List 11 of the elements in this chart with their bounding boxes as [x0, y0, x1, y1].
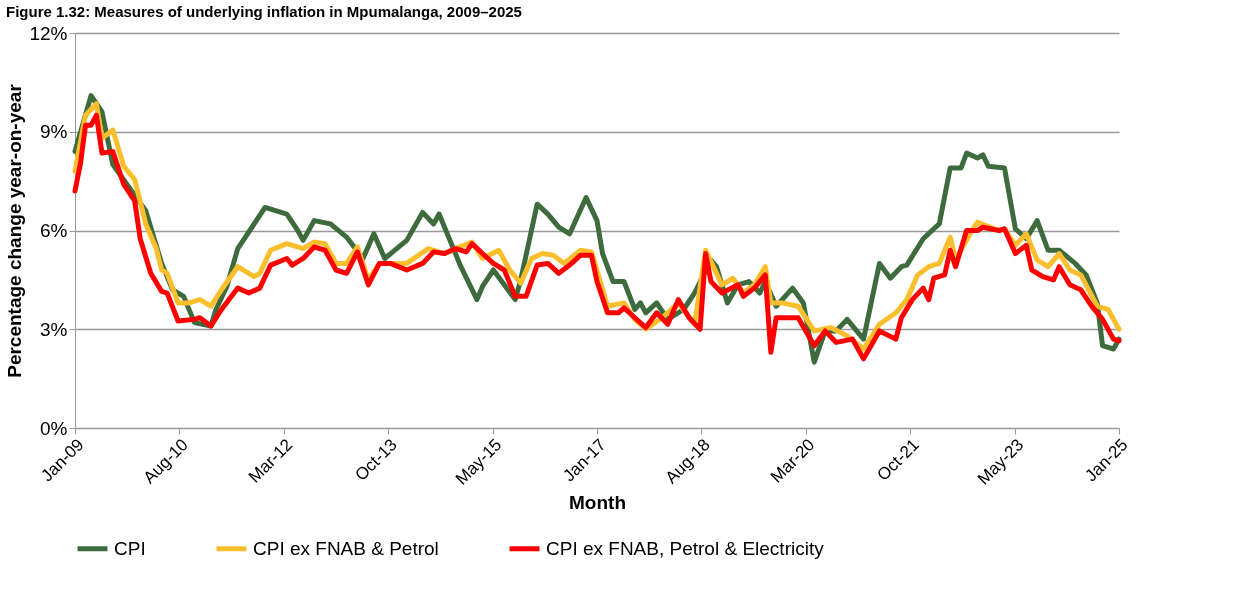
- y-tick-label: 0%: [40, 417, 68, 439]
- legend-label: CPI ex FNAB & Petrol: [253, 537, 439, 559]
- legend-label: CPI ex FNAB, Petrol & Electricity: [546, 537, 825, 559]
- y-tick-label: 3%: [40, 318, 68, 340]
- y-tick-label: 9%: [40, 121, 68, 143]
- legend-label: CPI: [114, 537, 146, 559]
- x-axis-title: Month: [569, 491, 626, 513]
- y-axis-title: Percentage change year-on-year: [4, 83, 26, 378]
- y-tick-label: 12%: [29, 22, 68, 44]
- y-tick-label: 6%: [40, 220, 68, 241]
- chart-title: Figure 1.32: Measures of underlying inflation in Mpumalanga, 2009–2025: [5, 3, 522, 20]
